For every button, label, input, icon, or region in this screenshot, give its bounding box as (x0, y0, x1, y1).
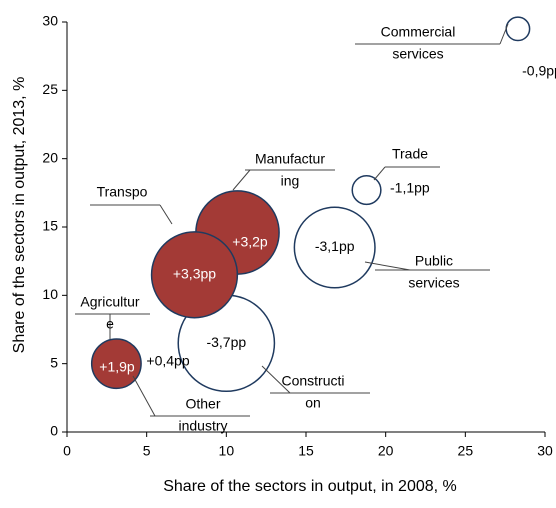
bubble-label: services (408, 275, 459, 291)
bubble-label: services (392, 46, 443, 62)
bubble-label: Other (185, 396, 220, 412)
y-tick-label: 10 (42, 286, 58, 302)
x-tick-label: 20 (378, 443, 394, 459)
bubble-label: Trade (392, 146, 428, 162)
value-label: +0,4pp (146, 353, 189, 369)
x-tick-label: 0 (63, 443, 71, 459)
bubble-label: ing (281, 173, 300, 189)
value-label: -1,1pp (390, 180, 430, 196)
x-tick-label: 5 (143, 443, 151, 459)
bubble-label: Transpo (97, 184, 148, 200)
bubble-label: Constructi (281, 373, 344, 389)
bubble-label: Agricultur (80, 294, 139, 310)
bubble (293, 206, 376, 289)
x-tick-label: 15 (298, 443, 314, 459)
leader-line (373, 166, 386, 181)
value-label: +3,2p (232, 234, 268, 250)
value-label: +1,9p (99, 359, 135, 375)
y-tick-label: 5 (50, 354, 58, 370)
y-tick-label: 15 (42, 218, 58, 234)
y-axis-label: Share of the sectors in output, 2013, % (11, 77, 28, 354)
bubble-label: on (305, 395, 321, 411)
x-tick-label: 25 (458, 443, 474, 459)
leader-line (132, 375, 156, 417)
leader-line (499, 23, 509, 45)
leader-line (364, 261, 411, 271)
bubble-label: Commercial (381, 24, 456, 40)
y-tick-label: 20 (42, 149, 58, 165)
bubble (90, 338, 142, 390)
leader-line (232, 169, 251, 191)
leader-line (261, 365, 291, 394)
y-tick-label: 30 (42, 13, 58, 29)
bubble (351, 175, 382, 206)
bubble-label: e (106, 316, 114, 332)
value-label: -3,1pp (315, 238, 355, 254)
bubble (505, 16, 531, 42)
y-tick-label: 25 (42, 81, 58, 97)
x-axis-label: Share of the sectors in output, in 2008,… (163, 478, 457, 495)
leader-line (159, 204, 173, 225)
y-tick-label: 0 (50, 423, 58, 439)
x-tick-label: 10 (219, 443, 235, 459)
x-tick-label: 30 (537, 443, 553, 459)
value-label: +3,3pp (173, 266, 216, 282)
value-label: -3,7pp (206, 334, 246, 350)
value-label: -0,9pp (522, 63, 556, 79)
bubble-label: Manufactur (255, 151, 325, 167)
bubble-label: industry (178, 418, 227, 434)
bubble-label: Public (415, 253, 453, 269)
bubble (150, 231, 239, 319)
